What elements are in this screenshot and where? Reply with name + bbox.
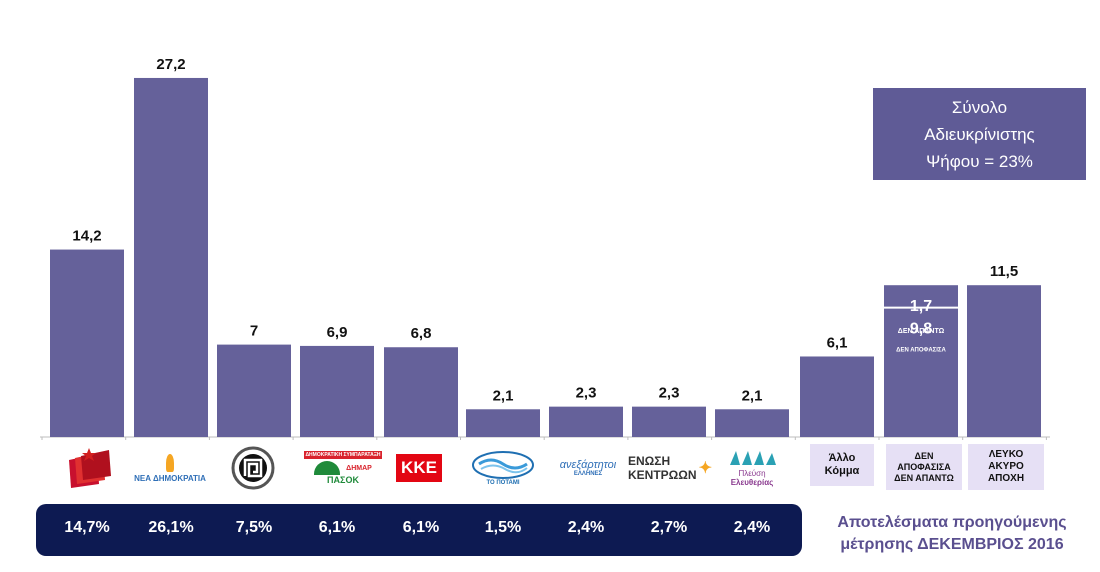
caption-line1: Αποτελέσματα προηγούμενης (837, 514, 1067, 531)
pasok-sun-icon (314, 461, 341, 475)
bar-value-label: 11,5 (990, 263, 1018, 280)
bar (466, 409, 540, 437)
wave-icon (472, 451, 534, 479)
blank-invalid-label: ΛΕΥΚΟ ΑΚΥΡΟ ΑΠΟΧΗ (968, 444, 1044, 490)
undecided-line2: ΑΠΟΦΑΣΙΣΑ (897, 461, 951, 472)
potami-logo: ΤΟ ΠΟΤΑΜΙ (468, 444, 538, 492)
bar (715, 409, 789, 437)
golden-dawn-logo (222, 444, 284, 492)
info-line-2: Αδιευκρίνιστης (924, 125, 1035, 144)
bar-value-label: 6,8 (411, 325, 432, 342)
previous-value: 26,1% (148, 519, 194, 536)
nd-flame-icon (166, 453, 174, 472)
previous-results-caption: Αποτελέσματα προηγούμενης μέτρησης ΔΕΚΕΜ… (812, 512, 1092, 556)
bar-value-label: 2,3 (576, 385, 597, 402)
bar (134, 77, 208, 438)
syriza-flag-icon (69, 448, 111, 488)
anel-sub: ΕΛΛΗΝΕΣ (573, 471, 603, 477)
previous-value: 7,5% (235, 519, 273, 536)
bar (800, 356, 874, 437)
kke-name: ΚΚΕ (396, 454, 442, 482)
plefsi-line1: Πλεύση (738, 469, 766, 478)
nd-logo: ΝΕΑ ΔΗΜΟΚΡΑΤΙΑ (132, 444, 208, 492)
segment-sub-label: ΔΕΝ ΑΠΟΦΑΣΙΣΑ (896, 348, 946, 354)
bar-value-label: 7 (250, 323, 258, 340)
previous-value: 2,4% (733, 519, 771, 536)
plefsi-line2: Ελευθερίας (730, 478, 774, 487)
previous-value: 2,7% (650, 519, 688, 536)
pasok-name: ΠΑΣΟΚ (327, 475, 359, 485)
bar (632, 406, 706, 437)
segment-value-label: 9,8 (910, 321, 932, 338)
other-line2: Κόμμα (824, 465, 860, 477)
blank-line1: ΛΕΥΚΟ (988, 449, 1024, 460)
caption-line2: μέτρησης ΔΕΚΕΜΒΡΙΟΣ 2016 (840, 536, 1064, 553)
blank-line2: ΑΚΥΡΟ (988, 461, 1024, 472)
undecided-line1: ΔΕΝ (914, 450, 934, 461)
undecided-line3: ΔΕΝ ΑΠΑΝΤΩ (894, 472, 954, 483)
undecided-label: ΔΕΝ ΑΠΟΦΑΣΙΣΑ ΔΕΝ ΑΠΑΝΤΩ (886, 444, 962, 490)
previous-results-bar (36, 504, 802, 556)
dimar-label: ΔΗΜΑΡ (346, 464, 372, 472)
pasok-logo: ΔΗΜΟΚΡΑΤΙΚΗ ΣΥΜΠΑΡΑΤΑΞΗ ΔΗΜΑΡ ΠΑΣΟΚ (304, 444, 382, 492)
enosi-line2: ΚΕΝΤΡΩΩΝ (628, 468, 697, 482)
plefsi-logo: Πλεύση Ελευθερίας (716, 444, 788, 492)
meander-wreath-icon (231, 446, 275, 490)
bar (300, 345, 374, 437)
ship-icon (730, 451, 776, 465)
potami-name: ΤΟ ΠΟΤΑΜΙ (486, 480, 520, 486)
pasok-banner: ΔΗΜΟΚΡΑΤΙΚΗ ΣΥΜΠΑΡΑΤΑΞΗ (304, 451, 382, 459)
nd-name: ΝΕΑ ΔΗΜΟΚΡΑΤΙΑ (134, 473, 206, 483)
bar (884, 285, 958, 437)
bar-value-label: 2,1 (493, 387, 514, 404)
previous-value: 2,4% (567, 519, 605, 536)
segment-sub-label: ΔΕΝ ΑΠΑΝΤΩ (898, 328, 945, 335)
bar-value-label: 6,1 (827, 334, 848, 351)
other-line1: Άλλο (828, 452, 856, 464)
bar-value-label: 2,1 (742, 387, 763, 404)
segment-value-label: 1,7 (910, 298, 932, 315)
bar-value-label: 14,2 (72, 228, 101, 245)
bar-chart: 14,2 27,2 7 6,9 6,8 2,1 2,3 2,3 2,1 6,1 11,5 1,7 ΔΕΝ… (40, 56, 1050, 440)
previous-value: 6,1% (402, 519, 440, 536)
bar-value-label: 2,3 (659, 385, 680, 402)
undecided-total-box: Σύνολο Αδιευκρίνιστης Ψήφου = 23% (873, 88, 1086, 180)
info-line-1: Σύνολο (951, 98, 1008, 117)
bar (967, 285, 1041, 437)
other-party-label: Άλλο Κόμμα (810, 444, 874, 486)
previous-value: 14,7% (64, 519, 110, 536)
syriza-logo (52, 444, 122, 492)
bar (217, 344, 291, 437)
bar-value-label: 27,2 (156, 56, 185, 73)
enosi-kentroon-logo: ΕΝΩΣΗ ΚΕΝΤΡΩΩΝ ✦ (628, 444, 712, 492)
bar (549, 406, 623, 437)
previous-value: 6,1% (318, 519, 356, 536)
info-line-3: Ψήφου = 23% (926, 152, 1033, 171)
blank-line3: ΑΠΟΧΗ (987, 473, 1025, 484)
anel-logo: ανεξάρτητοι ΕΛΛΗΝΕΣ (552, 444, 624, 492)
previous-value: 1,5% (484, 519, 522, 536)
enosi-line1: ΕΝΩΣΗ (628, 454, 671, 468)
anel-name: ανεξάρτητοι (559, 459, 617, 471)
kke-logo: ΚΚΕ (388, 444, 450, 492)
bar (384, 347, 458, 437)
star-icon: ✦ (698, 460, 712, 477)
bar-value-label: 6,9 (327, 324, 348, 341)
bar (50, 249, 124, 437)
